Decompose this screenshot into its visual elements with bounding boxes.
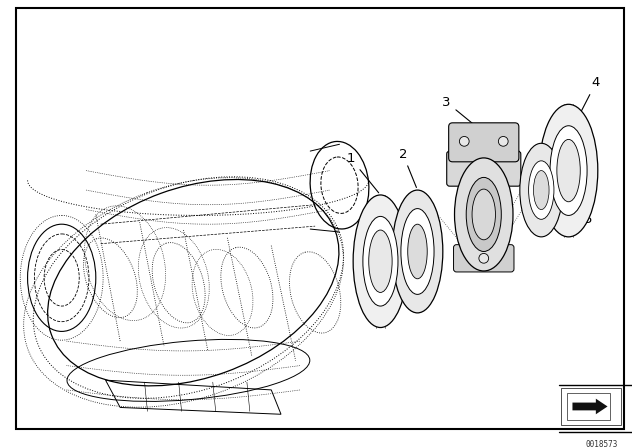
Text: 4: 4 <box>580 76 600 115</box>
Ellipse shape <box>534 171 549 210</box>
Text: 1: 1 <box>347 152 379 193</box>
Ellipse shape <box>540 104 598 237</box>
Text: 5: 5 <box>565 202 592 226</box>
Polygon shape <box>566 393 609 420</box>
Text: 0018573: 0018573 <box>586 439 618 448</box>
Circle shape <box>499 137 508 146</box>
Ellipse shape <box>408 224 428 279</box>
Ellipse shape <box>520 143 563 237</box>
Ellipse shape <box>472 189 495 240</box>
Bar <box>561 388 621 425</box>
FancyBboxPatch shape <box>449 123 519 162</box>
Ellipse shape <box>401 209 434 294</box>
Ellipse shape <box>550 126 587 215</box>
FancyBboxPatch shape <box>447 151 521 186</box>
FancyBboxPatch shape <box>454 245 514 272</box>
Ellipse shape <box>353 195 408 327</box>
Ellipse shape <box>454 158 513 271</box>
Ellipse shape <box>363 216 398 306</box>
Circle shape <box>479 254 488 263</box>
Text: 2: 2 <box>399 147 417 188</box>
Text: 3: 3 <box>442 96 477 127</box>
Ellipse shape <box>557 139 580 202</box>
Ellipse shape <box>529 161 554 220</box>
Circle shape <box>460 137 469 146</box>
Ellipse shape <box>392 190 443 313</box>
Polygon shape <box>572 399 607 414</box>
Ellipse shape <box>466 177 501 251</box>
Ellipse shape <box>369 230 392 293</box>
